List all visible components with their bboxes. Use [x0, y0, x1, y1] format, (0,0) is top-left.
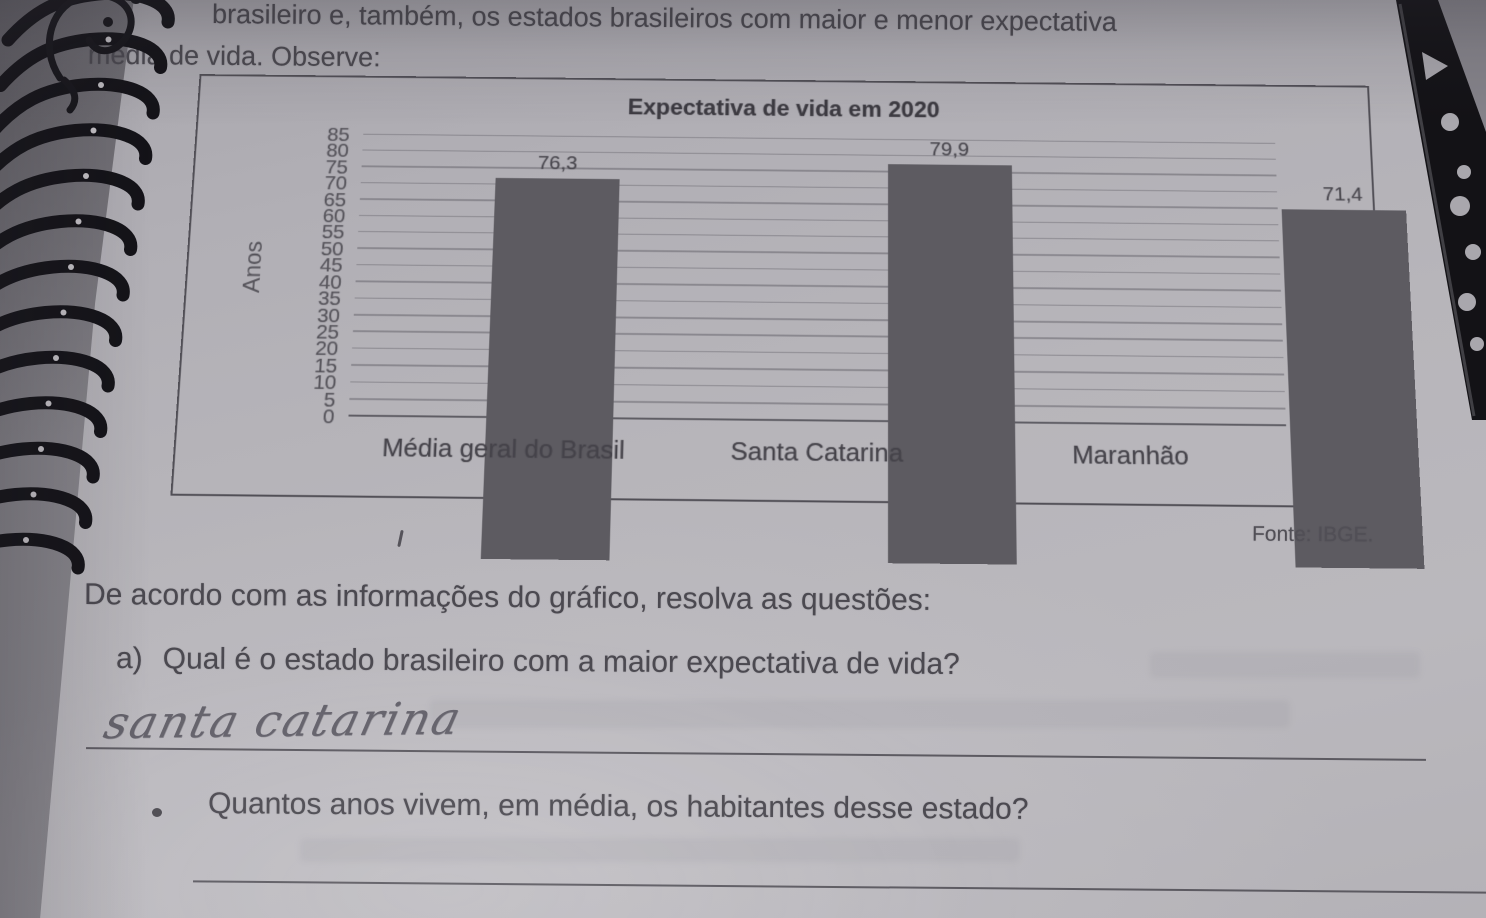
coil-highlight — [53, 355, 59, 361]
bar-slot: 76,3 — [341, 135, 754, 562]
coil-highlight — [83, 173, 89, 179]
question-a-label: a) — [116, 642, 143, 675]
corner-ornament — [1376, 0, 1486, 420]
y-tick-label: 0 — [322, 406, 335, 427]
ink-doodle-dot — [130, 0, 142, 4]
coil-highlight — [31, 492, 37, 498]
bars: 76,3 79,9 71,4 — [341, 135, 1486, 571]
ink-doodle-dot — [103, 17, 113, 27]
y-axis-tick-labels: 85 80 75 70 65 60 55 50 45 40 35 30 25 20 15 10 5 0 — [269, 134, 350, 416]
spiral-coil — [0, 539, 78, 586]
bar-1: 79,9 — [887, 164, 1016, 564]
coil-highlight — [61, 310, 67, 316]
show-through-smudge — [300, 838, 1020, 862]
category-label: Maranhão — [973, 439, 1287, 473]
category-label: Santa Catarina — [660, 435, 974, 469]
bar-0: 76,3 — [480, 178, 619, 561]
question-a-text: Qual é o estado brasileiro com a maior e… — [163, 642, 960, 681]
show-through-smudge — [1150, 652, 1420, 678]
coil-highlight — [23, 537, 29, 543]
coil-highlight — [68, 264, 74, 270]
instruction-text: De acordo com as informações do gráfico,… — [84, 578, 931, 618]
category-label: Média geral do Brasil — [346, 432, 660, 466]
show-through-smudge — [430, 700, 1290, 728]
coil-highlight — [106, 37, 112, 43]
chart-source-label: Fonte: IBGE. — [1252, 523, 1374, 548]
y-axis-title: Anos — [237, 215, 271, 320]
coil-highlight — [98, 82, 104, 88]
handwritten-answer: santa catarina — [99, 692, 467, 749]
spiral-coil — [1, 39, 161, 86]
corner-ornament-shape — [1376, 0, 1486, 420]
bullet-icon — [152, 808, 162, 817]
bar-value-label: 76,3 — [537, 152, 577, 175]
spiral-binding — [0, 0, 206, 638]
chart-title: Expectativa de vida em 2020 — [199, 91, 1370, 129]
question-a: a) Qual é o estado brasileiro com a maior… — [116, 642, 960, 682]
coil-highlight — [91, 128, 97, 134]
spiral-coil — [0, 448, 93, 495]
coil-highlight — [46, 401, 52, 407]
coil-highlight — [38, 446, 44, 452]
bar-slot: 79,9 — [748, 139, 1155, 566]
question-bullet-text: Quantos anos vivem, em média, os habitan… — [208, 787, 1029, 827]
bar-value-label: 79,9 — [930, 139, 970, 162]
coil-highlight — [76, 219, 82, 225]
bar-value-label: 71,4 — [1322, 184, 1363, 207]
spiral-binding-coils — [0, 0, 206, 638]
bar-chart-panel: Expectativa de vida em 2020 Anos 85 80 75 7… — [170, 74, 1389, 508]
